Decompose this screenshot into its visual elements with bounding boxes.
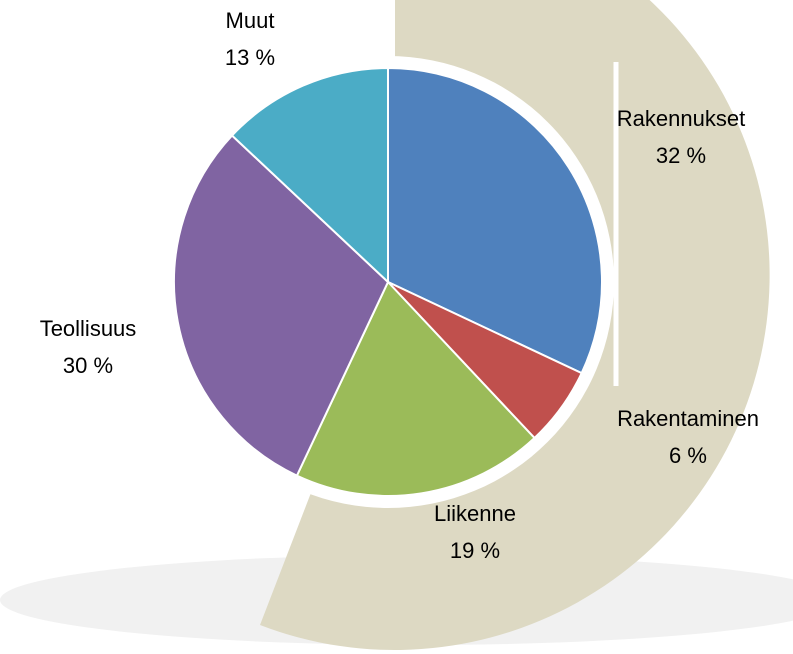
labels: Rakennukset 32 % Rakentaminen 6 % Liikenne 19…	[40, 8, 759, 563]
category-label: Muut	[226, 8, 275, 33]
value-label: 32 %	[656, 143, 706, 168]
slice	[173, 134, 390, 477]
slices	[173, 66, 603, 497]
category-label: Rakentaminen	[617, 406, 759, 431]
category-label: Liikenne	[434, 501, 516, 526]
value-label: 6 %	[669, 443, 707, 468]
slice	[230, 66, 389, 285]
slice	[295, 280, 536, 497]
value-label: 30 %	[63, 353, 113, 378]
value-label: 13 %	[225, 45, 275, 70]
category-label: Teollisuus	[40, 316, 137, 341]
slice	[387, 66, 603, 375]
value-label: 19 %	[450, 538, 500, 563]
category-label: Rakennukset	[617, 106, 745, 131]
